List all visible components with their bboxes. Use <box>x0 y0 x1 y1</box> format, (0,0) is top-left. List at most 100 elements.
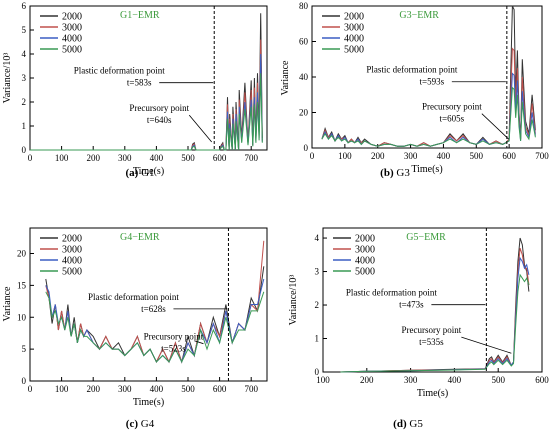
annotation-precursor-label: Precursory point <box>422 102 482 112</box>
x-tick-label: 700 <box>535 151 549 161</box>
chart-panel-g3: 0 100 200 300 400 500 600 700 0 20 40 60 80 Time(s) Va… <box>280 1 549 179</box>
panel-caption-letter: (a) <box>125 167 138 179</box>
x-tick-label: 400 <box>150 153 164 163</box>
x-tick-label: 400 <box>437 151 451 161</box>
series-line-5000 <box>340 273 530 373</box>
legend-label-3000: 3000 <box>355 245 375 256</box>
legend-label-2000: 2000 <box>62 234 82 245</box>
legend-label-4000: 4000 <box>344 34 364 45</box>
x-tick-label: 500 <box>470 151 484 161</box>
annotation-precursor-arrow <box>481 113 509 140</box>
panel-caption-name: G4 <box>138 418 155 430</box>
panel-caption-name: G1 <box>138 167 154 179</box>
x-tick-label: 100 <box>338 151 352 161</box>
y-tick-label: 3 <box>315 267 320 277</box>
series-line-5000 <box>321 86 536 147</box>
panel-caption-name: G3 <box>394 167 411 179</box>
legend-label-2000: 2000 <box>355 234 375 245</box>
x-tick-label: 300 <box>118 384 132 394</box>
legend-label-5000: 5000 <box>355 267 375 278</box>
panel-caption: (c) G4 <box>126 418 155 430</box>
y-tick-label: 40 <box>299 72 309 82</box>
series-line-3000 <box>30 39 263 151</box>
panel-caption: (b) G3 <box>380 167 410 179</box>
x-tick-label: 100 <box>55 153 69 163</box>
y-tick-label: 0 <box>22 376 27 386</box>
chart-title: G5−EMR <box>406 232 446 243</box>
plot-frame <box>322 227 543 373</box>
series-line-2000 <box>45 266 265 364</box>
x-tick-label: 700 <box>244 153 258 163</box>
x-tick-label: 200 <box>86 384 100 394</box>
x-axis-label: Time(s) <box>133 397 164 408</box>
y-tick-label: 1 <box>22 121 27 131</box>
y-tick-label: 4 <box>315 233 320 243</box>
legend-label-5000: 5000 <box>62 45 82 56</box>
annotation-precursor-arrow <box>188 114 213 143</box>
x-tick-label: 500 <box>181 384 195 394</box>
annotation-plastic-label: Plastic deformation point <box>88 292 179 302</box>
annotation-precursor-time: t=605s <box>440 114 465 124</box>
legend-label-3000: 3000 <box>344 23 364 34</box>
annotation-plastic-label: Plastic deformation point <box>346 288 437 298</box>
legend-label-2000: 2000 <box>62 12 82 23</box>
y-tick-label: 10 <box>17 312 27 322</box>
y-tick-label: 5 <box>22 25 27 35</box>
chart-panel-g5: 100 200 300 400 500 600 0 1 2 3 4 Time(s) Variance/1… <box>288 227 549 430</box>
x-tick-label: 200 <box>371 151 385 161</box>
panel-caption-letter: (c) <box>126 418 139 430</box>
y-axis-label: Variance/10³ <box>288 275 299 326</box>
y-axis-label: Variance/10³ <box>2 53 13 104</box>
legend-label-4000: 4000 <box>62 34 82 45</box>
x-tick-label: 500 <box>181 153 195 163</box>
y-tick-label: 0 <box>22 145 27 155</box>
panel-caption: (a) G1 <box>125 167 154 179</box>
y-tick-label: 3 <box>22 73 27 83</box>
y-tick-label: 20 <box>299 108 309 118</box>
x-tick-label: 300 <box>404 375 418 385</box>
y-tick-label: 0 <box>304 143 309 153</box>
x-tick-label: 600 <box>535 375 549 385</box>
legend-label-3000: 3000 <box>62 245 82 256</box>
y-tick-label: 15 <box>17 280 27 290</box>
x-tick-label: 400 <box>448 375 462 385</box>
panel-caption-letter: (b) <box>380 167 394 179</box>
annotation-precursor-label: Precursory point <box>401 325 461 335</box>
panel-caption-letter: (d) <box>393 418 407 430</box>
x-tick-label: 100 <box>55 384 69 394</box>
panel-caption-name: G5 <box>407 418 424 430</box>
annotation-plastic-time: t=583s <box>127 78 152 88</box>
x-axis-label: Time(s) <box>411 164 442 175</box>
x-axis-label: Time(s) <box>133 166 164 177</box>
y-axis-label: Variance <box>280 60 291 96</box>
legend-label-5000: 5000 <box>62 267 82 278</box>
annotation-precursor-time: t=523s <box>161 344 186 354</box>
chart-panel-g1: 0 100 200 300 400 500 600 700 0 1 2 3 4 5 6 Time(s) Vari… <box>2 1 268 179</box>
x-tick-label: 600 <box>502 151 516 161</box>
annotation-precursor-time: t=640s <box>147 115 172 125</box>
annotation-plastic-time: t=473s <box>399 300 424 310</box>
y-tick-label: 0 <box>315 367 320 377</box>
x-tick-label: 500 <box>491 375 505 385</box>
y-tick-label: 6 <box>22 1 27 11</box>
x-tick-label: 200 <box>360 375 374 385</box>
x-tick-label: 600 <box>213 384 227 394</box>
legend-label-4000: 4000 <box>62 256 82 267</box>
series-line-3000 <box>321 47 536 147</box>
chart-title: G3−EMR <box>399 10 439 21</box>
chart-title: G1−EMR <box>120 10 160 21</box>
x-tick-label: 700 <box>244 384 258 394</box>
annotation-precursor-label: Precursory point <box>129 103 189 113</box>
y-tick-label: 1 <box>315 334 320 344</box>
panel-caption: (d) G5 <box>393 418 423 430</box>
annotation-precursor-label: Precursory point <box>144 332 204 342</box>
y-axis-label: Variance <box>2 286 13 322</box>
annotation-plastic-time: t=593s <box>420 77 445 87</box>
annotation-plastic-label: Plastic deformation point <box>74 66 165 76</box>
y-tick-label: 2 <box>22 97 27 107</box>
x-tick-label: 0 <box>310 151 315 161</box>
x-tick-label: 100 <box>316 375 330 385</box>
y-tick-label: 4 <box>22 49 27 59</box>
annotation-plastic-label: Plastic deformation point <box>366 65 457 75</box>
